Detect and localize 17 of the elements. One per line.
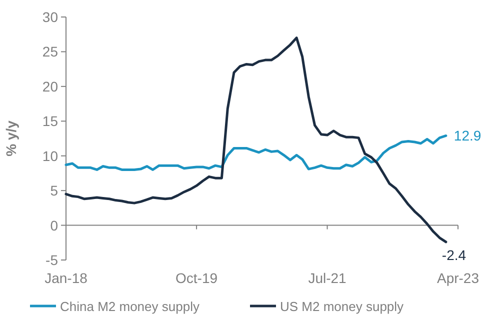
y-axis-title: % y/y — [3, 120, 19, 156]
x-tick-label: Oct-19 — [176, 270, 218, 286]
x-tick-label: Jan-18 — [44, 270, 88, 286]
y-tick-label: 5 — [50, 182, 58, 199]
legend-label: China M2 money supply — [60, 299, 200, 314]
y-tick-label: 25 — [42, 44, 58, 60]
annotation: -2.4 — [442, 246, 466, 263]
y-tick-label: 0 — [50, 217, 58, 234]
x-tick-label: Jul-21 — [308, 270, 347, 286]
y-tick-label: 20 — [42, 78, 58, 94]
annotation: 12.9 — [454, 128, 482, 144]
y-tick-label: 10 — [42, 148, 58, 164]
y-tick-label: 30 — [42, 9, 58, 25]
y-tick-label: 15 — [42, 113, 58, 130]
y-tick-label: -5 — [46, 252, 58, 268]
x-tick-label: Apr-23 — [436, 270, 480, 286]
legend-label: US M2 money supply — [280, 299, 404, 314]
